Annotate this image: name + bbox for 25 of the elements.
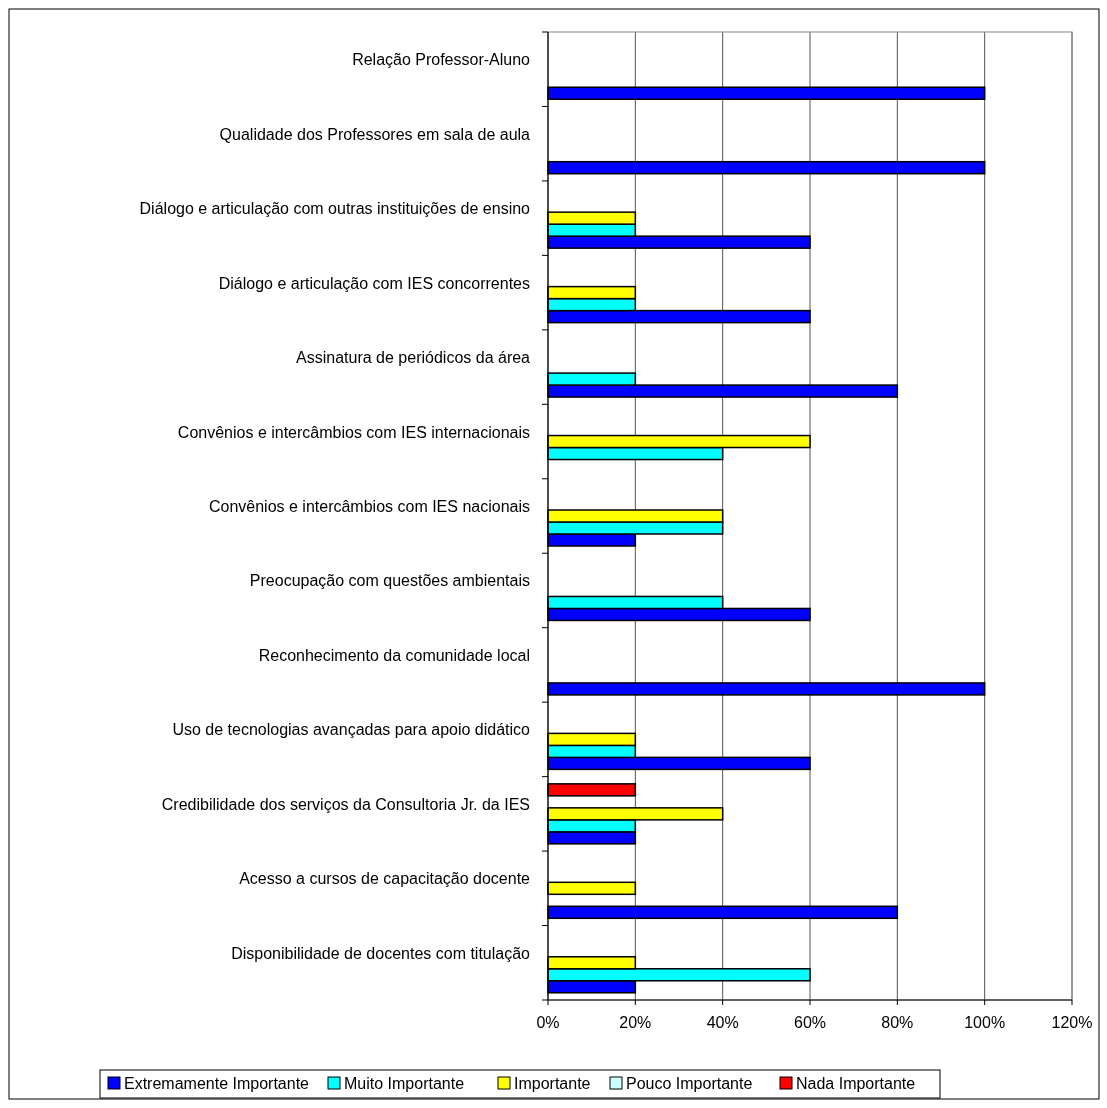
y-tick-label: Preocupação com questões ambientais — [249, 572, 530, 590]
legend-label: Extremamente Importante — [124, 1075, 310, 1092]
y-tick-label: Disponibilidade de docentes com titulação — [231, 944, 531, 962]
x-tick-label: 40% — [706, 1014, 739, 1031]
x-tick-label: 60% — [793, 1014, 827, 1031]
x-tick-label: 0% — [536, 1014, 560, 1031]
y-tick-label: Qualidade dos Professores em sala de aula — [219, 125, 531, 143]
x-tick-label: 20% — [619, 1014, 652, 1031]
y-tick-label: Convênios e intercâmbios com IES internacionais — [177, 423, 530, 441]
y-tick-label: Diálogo e articulação com IES concorrentes — [218, 274, 530, 292]
legend-label: Muito Importante — [344, 1075, 465, 1092]
y-tick-label: Assinatura de periódicos da área — [296, 349, 531, 367]
y-tick-label: Convênios e intercâmbios com IES nacionais — [208, 498, 530, 515]
y-tick-label: Diálogo e articulação com outras instituições de ensino — [139, 200, 531, 218]
y-tick-label: Reconhecimento da comunidade local — [258, 646, 530, 664]
y-tick-label: Acesso a cursos de capacitação docente — [239, 870, 531, 888]
legend-label: Pouco Importante — [626, 1075, 753, 1092]
y-tick-label: Uso de tecnologias avançadas para apoio didático — [172, 721, 531, 739]
y-tick-label: Relação Professor-Aluno — [352, 51, 531, 69]
legend-label: Importante — [514, 1075, 591, 1092]
x-tick-label: 80% — [881, 1014, 914, 1031]
legend-label: Nada Importante — [796, 1075, 916, 1092]
y-tick-label: Credibilidade dos serviços da Consultoria Jr. da IES — [161, 795, 530, 813]
x-tick-label: 120% — [1051, 1014, 1093, 1031]
x-tick-label: 100% — [964, 1014, 1006, 1031]
